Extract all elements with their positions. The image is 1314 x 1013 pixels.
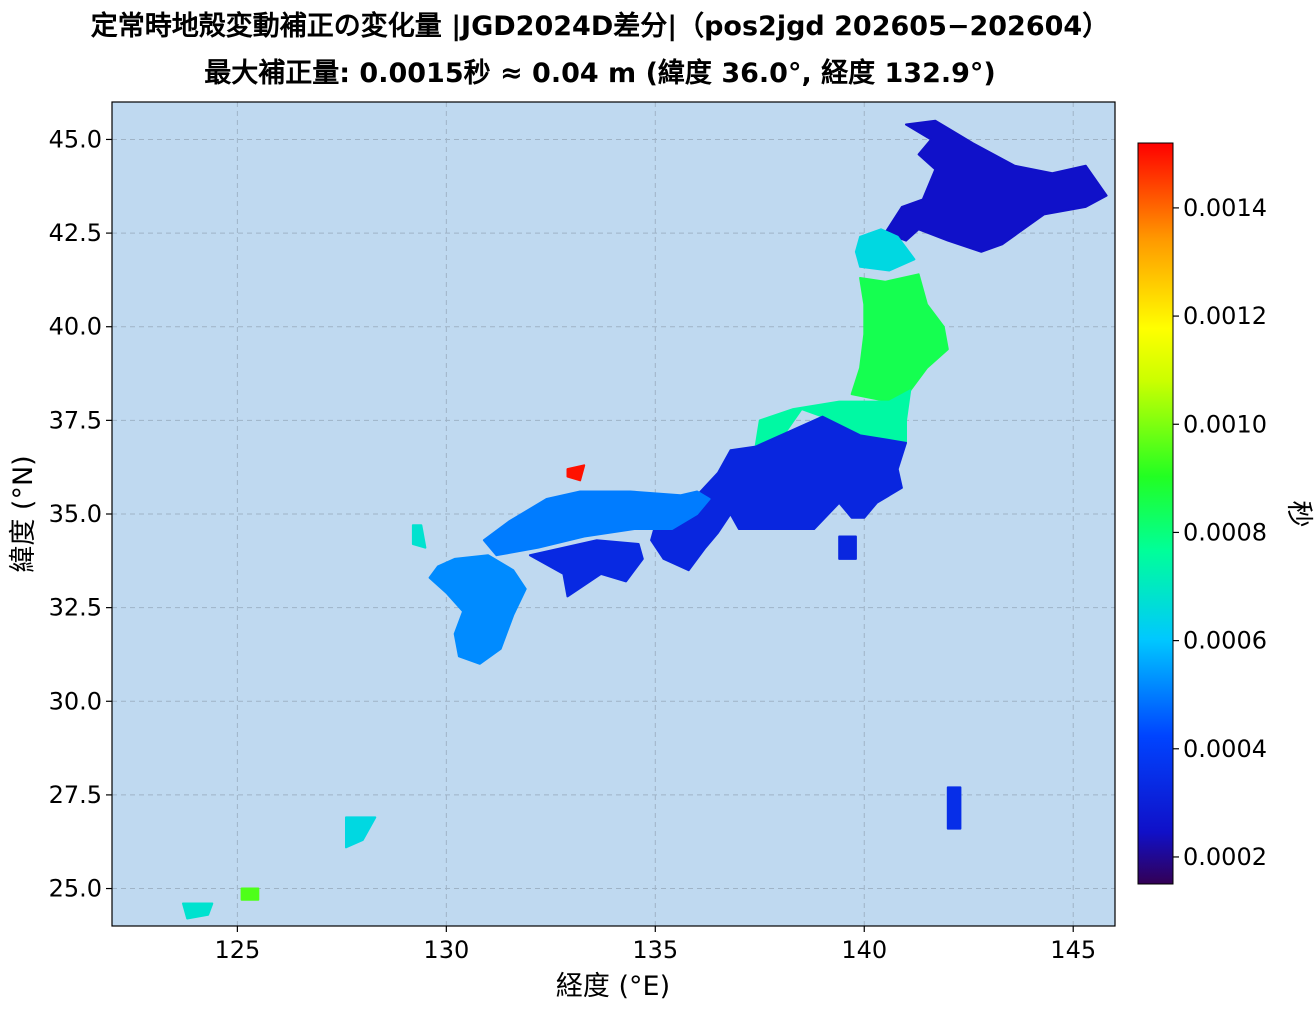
colorbar-label: 秒	[1283, 501, 1314, 528]
region-layer	[182, 119, 1108, 920]
y-tick-label: 40.0	[49, 313, 102, 341]
region-shimane-hotspot	[566, 464, 586, 482]
region-tohoku-north	[850, 273, 949, 403]
y-tick-label: 32.5	[49, 594, 102, 622]
region-tsushima	[411, 524, 427, 549]
region-bonin	[946, 786, 962, 830]
region-sakishima	[182, 902, 214, 920]
x-tick-label: 125	[214, 936, 260, 964]
region-izu-islands	[838, 535, 857, 560]
x-tick-label: 135	[632, 936, 678, 964]
region-shikoku	[528, 539, 644, 598]
x-tick-label: 130	[423, 936, 469, 964]
colorbar-tick-label: 0.0012	[1183, 302, 1267, 330]
region-okinawa	[345, 816, 377, 849]
colorbar-tick-label: 0.0002	[1183, 843, 1267, 871]
x-tick-label: 145	[1050, 936, 1096, 964]
region-kansai-chugoku	[482, 490, 711, 557]
colorbar-tick-label: 0.0010	[1183, 410, 1267, 438]
region-oshima	[854, 228, 916, 272]
y-tick-label: 27.5	[49, 781, 102, 809]
y-axis-label: 緯度 (°N)	[8, 455, 39, 572]
colorbar-tick-label: 0.0014	[1183, 194, 1267, 222]
colorbar-tick-label: 0.0006	[1183, 627, 1267, 655]
colorbar	[1137, 142, 1174, 885]
region-yonaguni-hotspot	[240, 887, 260, 901]
y-tick-label: 25.0	[49, 875, 102, 903]
y-tick-label: 37.5	[49, 406, 102, 434]
x-axis-label: 経度 (°E)	[556, 971, 670, 1002]
x-ticks: 125 130 135 140 145	[214, 926, 1096, 964]
y-tick-label: 35.0	[49, 500, 102, 528]
x-tick-label: 140	[841, 936, 887, 964]
y-tick-label: 30.0	[49, 687, 102, 715]
chart-title: 定常時地殻変動補正の変化量 |JGD2024D差分|（pos2jgd 20260…	[91, 10, 1109, 42]
y-tick-label: 45.0	[49, 125, 102, 153]
colorbar-ticks: 0.0002 0.0004 0.0006 0.0008 0.0010 0.0012 0.00…	[1173, 194, 1267, 871]
colorbar-tick-label: 0.0004	[1183, 735, 1267, 763]
region-kyushu	[428, 554, 527, 665]
y-tick-label: 42.5	[49, 219, 102, 247]
colorbar-tick-label: 0.0008	[1183, 518, 1267, 546]
y-ticks: 25.0 27.5 30.0 32.5 35.0 37.5 40.0 42.5 45.0	[49, 125, 112, 903]
region-hokkaido	[884, 119, 1108, 253]
chart-subtitle: 最大補正量: 0.0015秒 ≈ 0.04 m (緯度 36.0°, 経度 13…	[204, 57, 996, 89]
